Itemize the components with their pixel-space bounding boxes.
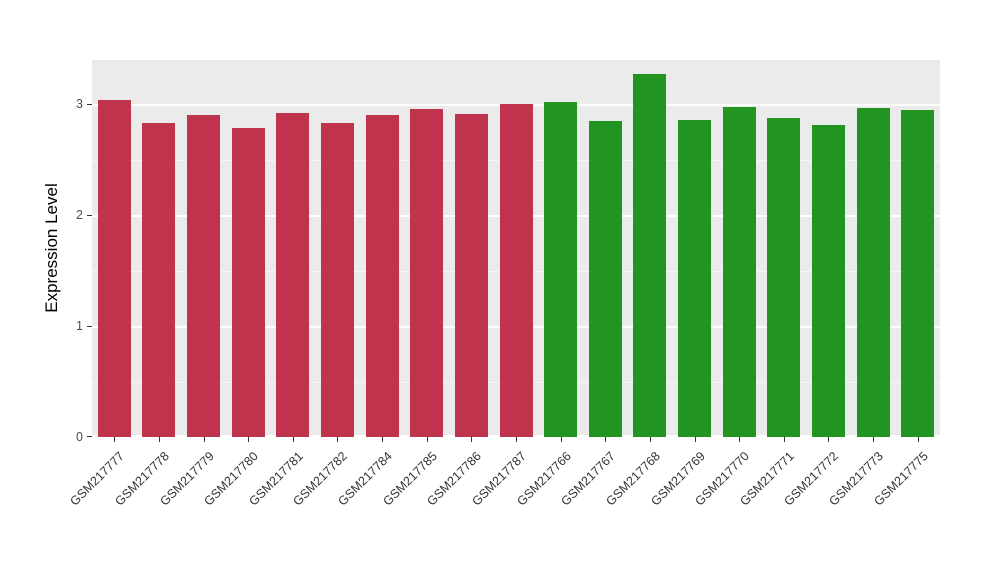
x-tick-mark [337,437,339,442]
y-tick-label: 3 [76,97,83,112]
y-tick-mark [87,104,92,106]
y-tick-mark [87,326,92,328]
bar-GSM217775 [901,109,935,437]
y-tick-label: 2 [76,208,83,223]
bar-GSM217770 [722,106,756,437]
x-tick-mark [203,437,205,442]
bar-GSM217782 [320,123,354,437]
x-tick-mark [605,437,607,442]
bar-GSM217785 [410,108,444,437]
x-tick-mark [382,437,384,442]
x-tick-mark [828,437,830,442]
bar-GSM217778 [142,123,176,437]
x-tick-mark [917,437,919,442]
bar-GSM217777 [97,99,131,437]
bar-GSM217779 [187,115,221,437]
y-tick-label: 1 [76,319,83,334]
y-tick-mark [87,436,92,437]
bar-GSM217773 [856,107,890,437]
bar-GSM217784 [365,115,399,437]
chart-panel [92,60,940,437]
y-axis-title: Expression Level [42,183,61,313]
bar-GSM217768 [633,74,667,437]
bar-GSM217780 [231,127,265,437]
x-tick-mark [783,437,785,442]
bar-GSM217781 [276,113,310,437]
bar-GSM217769 [678,119,712,437]
x-tick-mark [471,437,473,442]
x-tick-mark [649,437,651,442]
x-tick-mark [516,437,517,442]
bar-GSM217772 [811,125,845,437]
bar-GSM217771 [767,117,801,437]
x-tick-mark [158,437,160,442]
bar-GSM217767 [588,120,622,437]
x-tick-mark [739,437,741,442]
x-tick-mark [426,437,428,442]
bar-GSM217787 [499,104,533,437]
x-tick-mark [873,437,875,442]
x-tick-mark [694,437,696,442]
x-tick-mark [292,437,294,442]
x-tick-mark [560,437,562,442]
bar-GSM217766 [544,102,578,437]
x-tick-mark [114,437,116,442]
x-tick-mark [248,437,250,442]
y-tick-mark [87,215,92,217]
y-tick-label: 0 [76,430,83,444]
bar-GSM217786 [454,114,488,437]
